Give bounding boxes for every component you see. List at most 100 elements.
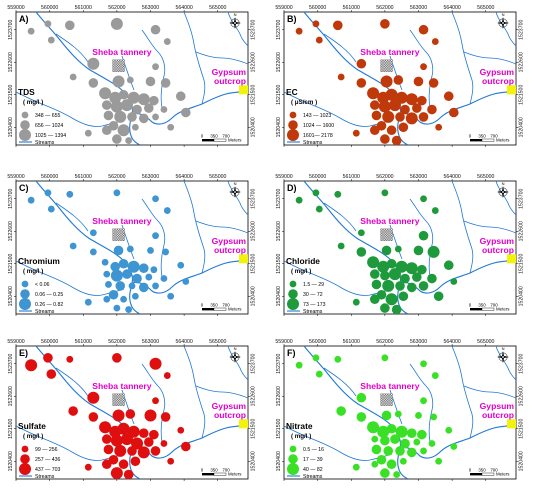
stream-line (409, 29, 434, 109)
legend-range-label: 0.06 — 0.25 (35, 292, 63, 298)
stream-line (463, 220, 516, 234)
sample-point (131, 123, 139, 131)
sample-point (427, 273, 437, 284)
y-tick-label-left: 1522600 (276, 52, 282, 72)
sample-point (312, 189, 320, 197)
sample-point (395, 112, 405, 122)
map-panel-ec: 559000 560000 561000 562000 563000 564000 5650… (270, 2, 526, 159)
sample-point (149, 357, 162, 370)
y-tick-label-left: 1521500 (8, 254, 14, 274)
x-tick-label: 560000 (41, 5, 58, 11)
sample-point (386, 125, 397, 136)
gypsum-label: Gypsum (212, 67, 247, 77)
sample-point (337, 242, 345, 250)
sample-point (435, 457, 443, 465)
scale-bar (202, 138, 227, 142)
sample-point (180, 107, 191, 118)
y-tick-label-left: 1521500 (8, 85, 14, 105)
x-tick-label: 560000 (309, 339, 326, 345)
sample-point (371, 435, 379, 443)
sample-point (25, 359, 38, 372)
x-tick-label: 562000 (376, 339, 393, 345)
sample-point (160, 78, 171, 88)
sample-point (46, 369, 57, 379)
north-arrow-icon: N (497, 346, 509, 363)
sample-point (352, 129, 360, 137)
x-tick-label: 559000 (275, 5, 292, 11)
sample-point (120, 295, 127, 303)
sample-point (315, 36, 323, 44)
sample-point (371, 110, 382, 121)
sample-point (125, 306, 133, 313)
sample-point (406, 428, 417, 438)
y-tick-label-left: 1520400 (276, 451, 282, 471)
sample-point (352, 463, 360, 471)
sample-point (413, 76, 424, 87)
y-tick-label-right: 1521500 (519, 254, 525, 274)
y-tick-label-left: 1523700 (276, 354, 282, 374)
y-tick-label-right: 1520400 (519, 117, 525, 137)
sample-point (312, 20, 320, 28)
sample-point (167, 457, 175, 465)
map-svg: 559000 560000 561000 562000 563000 564000 5650… (275, 174, 525, 316)
stream-line (141, 363, 166, 443)
sample-point (127, 260, 140, 273)
sample-point (295, 196, 303, 204)
legend-range-label: 1025 — 1394 (35, 133, 66, 139)
legend-symbol (20, 120, 30, 130)
legend-range-label: 0.5 — 16 (303, 447, 324, 453)
sample-point (182, 278, 190, 285)
scale-tick-label: 0 (201, 134, 204, 139)
sample-point (152, 397, 159, 405)
y-tick-label-left: 1523700 (276, 20, 282, 40)
y-tick-label-right: 1521500 (251, 85, 257, 105)
sheba-tannery-label: Sheba tannery (360, 381, 419, 391)
svg-text:N: N (234, 346, 237, 351)
sample-point (412, 103, 422, 113)
stream-line (16, 260, 125, 296)
stream-line (141, 29, 166, 109)
sample-point (110, 269, 123, 282)
sample-point (163, 38, 171, 45)
sample-point (420, 447, 427, 455)
north-arrow-icon: N (497, 12, 509, 29)
x-tick-label: 562000 (108, 339, 125, 345)
sample-point (137, 446, 150, 459)
x-tick-label: 564000 (443, 174, 460, 180)
sample-point (112, 134, 122, 144)
streams-legend-label: Streams (35, 309, 55, 315)
sample-point (127, 112, 137, 122)
sample-point (418, 281, 429, 291)
sample-point (400, 104, 410, 115)
sample-point (138, 428, 149, 438)
sample-point (103, 270, 111, 278)
legend-range-label: 1.5 — 29 (303, 282, 324, 288)
y-tick-label-right: 1520400 (519, 286, 525, 306)
sheba-tannery-label: Sheba tannery (92, 381, 151, 391)
outcrop-label: outcrop (482, 410, 514, 420)
legend-range-label: 348 — 655 (35, 113, 60, 119)
sample-point (445, 426, 453, 434)
sample-point (431, 372, 439, 379)
sample-point (152, 282, 159, 290)
stream-line (195, 220, 248, 234)
legend-symbol (21, 280, 29, 288)
sample-point (101, 459, 112, 470)
sample-point (367, 421, 380, 434)
sample-point (112, 353, 122, 363)
stream-line (389, 224, 403, 260)
sample-point (152, 113, 159, 121)
y-tick-label-right: 1520400 (251, 286, 257, 306)
x-tick-label: 561000 (75, 339, 92, 345)
stream-line (409, 363, 434, 443)
sample-point (420, 195, 427, 203)
sample-point (177, 261, 185, 269)
stream-line (121, 55, 135, 91)
legend-range-label: 257 — 436 (35, 457, 60, 463)
map-svg: 559000 560000 561000 562000 563000 564000 5650… (7, 5, 257, 147)
stream-line (284, 260, 393, 296)
sample-point (295, 361, 303, 369)
sample-point (417, 95, 427, 106)
sample-point (337, 73, 345, 81)
y-tick-label-left: 1520400 (8, 451, 14, 471)
